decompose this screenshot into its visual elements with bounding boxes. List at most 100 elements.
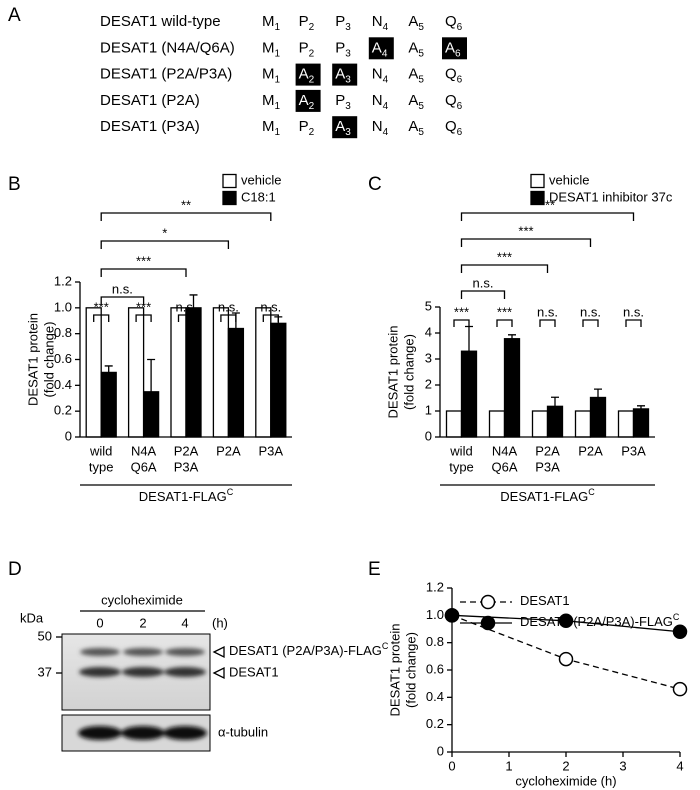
mutation-box xyxy=(442,37,467,60)
residue-letter: N xyxy=(372,118,383,135)
bar xyxy=(85,307,102,438)
bar xyxy=(170,307,187,438)
residue-letter: M xyxy=(262,13,275,30)
legend-swatch xyxy=(530,190,545,206)
time-label: 2 xyxy=(139,615,146,630)
residue-index: 6 xyxy=(457,127,463,138)
band-label: DESAT1 xyxy=(229,664,279,679)
residue-letter: N xyxy=(372,13,383,30)
residue-index: 4 xyxy=(382,48,388,59)
residue-letter: A xyxy=(335,118,345,135)
residue: A5 xyxy=(408,39,424,59)
significance-bracket xyxy=(539,319,556,327)
residue: Q6 xyxy=(445,92,463,112)
error-bar xyxy=(465,325,473,352)
band-label-text: DESAT1 (P2A/P3A)-FLAG xyxy=(229,643,382,658)
residue: Q6 xyxy=(445,118,463,138)
residue-index: 5 xyxy=(418,48,424,59)
significance-label: n.s. xyxy=(580,304,601,319)
significance-label: n.s. xyxy=(112,281,133,296)
residue-letter: A xyxy=(408,13,418,30)
residue: N4 xyxy=(372,118,389,138)
marker xyxy=(558,613,574,629)
residue: P2 xyxy=(299,39,315,59)
residue: M1 xyxy=(262,39,281,59)
significance-bracket xyxy=(460,264,549,273)
panel-label: C xyxy=(368,174,382,195)
residue-letter: Q xyxy=(445,92,457,109)
residue-index: 1 xyxy=(275,75,281,86)
y-axis-label: DESAT1 protein xyxy=(387,624,402,717)
residue-index: 4 xyxy=(383,75,389,86)
residue-index: 2 xyxy=(309,127,315,138)
significance-label: *** xyxy=(136,253,151,268)
residue-letter: A xyxy=(408,66,418,83)
group-label-text: DESAT1-FLAG xyxy=(500,489,588,504)
mutation-box xyxy=(368,37,394,60)
significance-bracket xyxy=(177,314,195,322)
bar xyxy=(546,405,564,438)
significance-label: *** xyxy=(497,304,512,319)
residue-index: 5 xyxy=(418,75,424,86)
construct-name: DESAT1 wild-type xyxy=(100,13,221,30)
error-bar xyxy=(594,388,602,398)
bar xyxy=(589,396,607,438)
bar xyxy=(142,391,160,438)
legend-label: DESAT1 inhibitor 37c xyxy=(549,189,673,204)
significance-label: n.s. xyxy=(473,275,494,290)
error-bar xyxy=(508,334,516,339)
y-axis-label: DESAT1 protein xyxy=(385,326,400,419)
x-tick-label: wild xyxy=(449,443,472,458)
band-label-superscript: C xyxy=(382,641,389,651)
marker-label: 50 xyxy=(38,628,52,643)
legend-label-super: C xyxy=(673,612,680,622)
panel-label: A xyxy=(8,5,21,26)
residue: A6 xyxy=(445,39,461,59)
bar xyxy=(270,322,287,438)
y-tick-label: 1.0 xyxy=(54,299,72,314)
residue-letter: A xyxy=(299,66,309,83)
x-tick-label: 4 xyxy=(676,758,683,773)
y-axis-label: DESAT1 protein xyxy=(25,313,40,406)
marker xyxy=(444,608,460,623)
residue: A3 xyxy=(335,118,351,138)
y-tick-label: 1.2 xyxy=(426,579,444,594)
mutation-box xyxy=(295,63,321,86)
residue-index: 2 xyxy=(309,22,315,33)
significance-bracket xyxy=(625,319,642,327)
residue: M1 xyxy=(262,118,281,138)
residue-index: 4 xyxy=(383,101,389,112)
significance-label: n.s. xyxy=(218,299,239,314)
x-tick-label: N4A xyxy=(131,443,157,458)
group-label: DESAT1-FLAGC xyxy=(139,487,234,504)
residue-index: 1 xyxy=(275,48,281,59)
significance-bracket xyxy=(262,314,279,322)
residue: P2 xyxy=(299,118,315,138)
legend-label: C18:1 xyxy=(241,189,276,204)
residue-letter: Q xyxy=(445,66,457,83)
significance-label: n.s. xyxy=(176,299,197,314)
x-tick-label: Q6A xyxy=(491,459,517,474)
residue: A4 xyxy=(372,39,388,59)
residue: A5 xyxy=(408,118,424,138)
residue: N4 xyxy=(372,92,389,112)
marker xyxy=(672,681,688,697)
residue: N4 xyxy=(372,66,389,86)
legend-marker xyxy=(480,594,496,610)
y-tick-label: 4 xyxy=(425,324,432,339)
x-tick-label: 1 xyxy=(505,758,512,773)
x-tick-label: 2 xyxy=(562,758,569,773)
bar xyxy=(632,408,650,438)
residue-index: 1 xyxy=(275,101,281,112)
significance-label: *** xyxy=(497,249,512,264)
residue-index: 3 xyxy=(345,127,351,138)
residue: P3 xyxy=(335,13,351,33)
marker xyxy=(672,624,688,639)
loading-control-label: α-tubulin xyxy=(218,724,268,739)
x-tick-label: wild xyxy=(89,443,112,458)
bar xyxy=(227,327,245,438)
residue-index: 6 xyxy=(457,22,463,33)
bar xyxy=(100,371,117,438)
bar xyxy=(531,410,549,438)
residue-index: 3 xyxy=(345,48,351,59)
